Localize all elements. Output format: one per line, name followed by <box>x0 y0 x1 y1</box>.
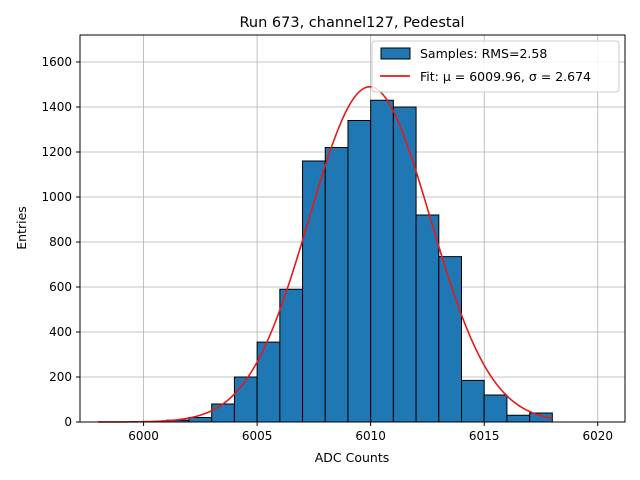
x-axis-ticks: 6000 6005 6010 6015 6020 <box>128 422 613 443</box>
fit-curve <box>98 85 553 423</box>
histogram-bar <box>324 147 349 423</box>
histogram-bars <box>165 99 553 423</box>
x-tick-label: 6000 <box>128 429 159 443</box>
histogram-bar <box>370 99 394 423</box>
y-tick-label: 1000 <box>41 190 72 204</box>
histogram-bar <box>211 403 235 423</box>
legend-label-fit: Fit: μ = 6009.96, σ = 2.674 <box>420 69 591 84</box>
x-tick-label: 6010 <box>355 429 386 443</box>
y-tick-label: 800 <box>49 235 72 249</box>
y-tick-label: 1600 <box>41 55 72 69</box>
legend-swatch-samples <box>380 47 411 60</box>
y-tick-label: 200 <box>49 370 72 384</box>
histogram-bar <box>347 120 372 423</box>
y-tick-label: 1400 <box>41 100 72 114</box>
x-axis-label: ADC Counts <box>315 450 390 465</box>
histogram-bar <box>392 106 417 423</box>
y-tick-label: 400 <box>49 325 72 339</box>
legend-box <box>371 40 620 93</box>
legend-label-samples: Samples: RMS=2.58 <box>420 46 547 61</box>
histogram-bar <box>233 376 258 423</box>
chart-title: Run 673, channel127, Pedestal <box>239 15 464 31</box>
y-tick-label: 1200 <box>41 145 72 159</box>
x-tick-label: 6005 <box>242 429 273 443</box>
y-axis-ticks: 0 200 400 600 800 1000 1200 1400 1600 <box>41 55 80 429</box>
x-tick-label: 6015 <box>469 429 500 443</box>
y-axis-label: Entries <box>14 206 29 250</box>
histogram-bar <box>461 379 485 423</box>
x-tick-label: 6020 <box>582 429 613 443</box>
plot-frame <box>79 34 626 423</box>
histogram-bar <box>483 394 508 423</box>
histogram-bar <box>506 414 531 423</box>
y-tick-label: 600 <box>49 280 72 294</box>
histogram-bar <box>415 214 440 423</box>
y-tick-label: 0 <box>64 415 72 429</box>
histogram-bar <box>188 417 213 423</box>
histogram-bar <box>279 288 304 423</box>
legend: Samples: RMS=2.58 Fit: μ = 6009.96, σ = … <box>371 40 620 93</box>
